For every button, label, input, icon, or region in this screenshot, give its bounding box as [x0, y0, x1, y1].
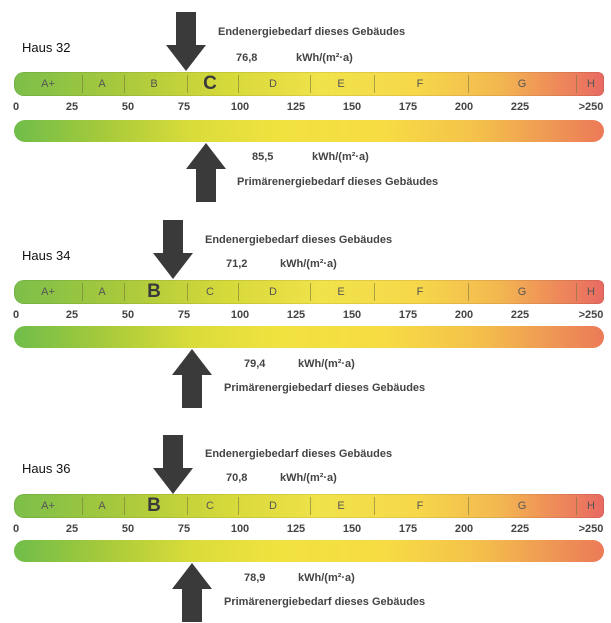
class-d: D: [269, 286, 277, 298]
tick-label: 50: [121, 523, 135, 535]
tick-label: 25: [65, 101, 79, 113]
class-c-active: C: [203, 73, 217, 94]
class-c: C: [206, 500, 214, 512]
class-h: H: [587, 286, 595, 298]
tick-label: 175: [398, 309, 418, 321]
class-g: G: [517, 286, 527, 298]
house-label: Haus 34: [22, 248, 71, 263]
energy-panel-haus-34: Haus 34 Endenergiebedarf dieses Gebäudes…: [0, 208, 611, 408]
primary-energy-bar: [14, 120, 604, 142]
tick-label: 125: [286, 523, 306, 535]
class-a-plus: A+: [41, 500, 55, 512]
tick-label: 50: [121, 309, 135, 321]
tick-label: 100: [230, 523, 250, 535]
tick-label: >250: [578, 523, 604, 535]
efficiency-scale: A+ A B C D E F G H: [14, 494, 604, 518]
class-e: E: [337, 78, 345, 90]
end-energy-value: 70,8: [226, 472, 248, 484]
tick-label: 200: [454, 101, 474, 113]
class-a-plus: A+: [41, 286, 55, 298]
end-energy-arrow-icon: [153, 220, 193, 280]
class-h: H: [587, 500, 595, 512]
tick-label: 225: [510, 309, 530, 321]
primary-energy-arrow-icon: [172, 563, 212, 623]
primary-energy-value: 85,5: [252, 151, 274, 163]
tick-label: 100: [230, 309, 250, 321]
class-a-plus: A+: [41, 78, 55, 90]
tick-label: 25: [65, 309, 79, 321]
class-f: F: [416, 500, 424, 512]
tick-label: >250: [578, 309, 604, 321]
scale-ticks: 0 25 50 75 100 125 150 175 200 225 >250: [0, 523, 611, 537]
end-energy-unit: kWh/(m²·a): [280, 258, 337, 270]
efficiency-scale: A+ A B C D E F G H: [14, 72, 604, 96]
end-energy-value: 71,2: [226, 258, 248, 270]
class-e: E: [337, 500, 345, 512]
primary-energy-label: Primärenergiebedarf dieses Gebäudes: [224, 382, 426, 394]
primary-energy-value: 78,9: [244, 572, 266, 584]
end-energy-value: 76,8: [236, 52, 258, 64]
end-energy-label: Endenergiebedarf dieses Gebäudes: [205, 448, 393, 460]
tick-label: 50: [121, 101, 135, 113]
primary-energy-bar: [14, 540, 604, 562]
tick-label: 175: [398, 523, 418, 535]
efficiency-scale: A+ A B C D E F G H: [14, 280, 604, 304]
tick-label: 125: [286, 309, 306, 321]
primary-energy-label: Primärenergiebedarf dieses Gebäudes: [224, 596, 426, 608]
primary-energy-unit: kWh/(m²·a): [298, 572, 355, 584]
class-a: A: [98, 78, 106, 90]
energy-panel-haus-32: Haus 32 Endenergiebedarf dieses Gebäudes…: [0, 0, 611, 203]
tick-label: 25: [65, 523, 79, 535]
class-a: A: [98, 286, 106, 298]
scale-ticks: 0 25 50 75 100 125 150 175 200 225 >250: [0, 309, 611, 323]
class-d: D: [269, 78, 277, 90]
primary-energy-unit: kWh/(m²·a): [298, 358, 355, 370]
tick-label: 75: [177, 309, 191, 321]
class-f: F: [416, 78, 424, 90]
end-energy-unit: kWh/(m²·a): [280, 472, 337, 484]
tick-label: >250: [578, 101, 604, 113]
scale-ticks: 0 25 50 75 100 125 150 175 200 225 >250: [0, 101, 611, 115]
class-g: G: [517, 78, 527, 90]
tick-label: 0: [12, 101, 20, 113]
primary-energy-arrow-icon: [186, 143, 226, 203]
house-label: Haus 32: [22, 40, 71, 55]
tick-label: 150: [342, 101, 362, 113]
tick-label: 0: [12, 309, 20, 321]
primary-energy-label: Primärenergiebedarf dieses Gebäudes: [237, 176, 439, 188]
class-h: H: [587, 78, 595, 90]
tick-label: 200: [454, 309, 474, 321]
end-energy-arrow-icon: [153, 435, 193, 495]
tick-label: 100: [230, 101, 250, 113]
primary-energy-arrow-icon: [172, 349, 212, 409]
primary-energy-unit: kWh/(m²·a): [312, 151, 369, 163]
class-f: F: [416, 286, 424, 298]
energy-panel-haus-36: Haus 36 Endenergiebedarf dieses Gebäudes…: [0, 415, 611, 622]
tick-label: 75: [177, 523, 191, 535]
class-a: A: [98, 500, 106, 512]
end-energy-label: Endenergiebedarf dieses Gebäudes: [218, 26, 406, 38]
house-label: Haus 36: [22, 461, 71, 476]
tick-label: 150: [342, 309, 362, 321]
primary-energy-value: 79,4: [244, 358, 266, 370]
tick-label: 75: [177, 101, 191, 113]
tick-label: 225: [510, 101, 530, 113]
tick-label: 0: [12, 523, 20, 535]
end-energy-unit: kWh/(m²·a): [296, 52, 353, 64]
class-c: C: [206, 286, 214, 298]
class-g: G: [517, 500, 527, 512]
end-energy-label: Endenergiebedarf dieses Gebäudes: [205, 234, 393, 246]
tick-label: 125: [286, 101, 306, 113]
class-b-active: B: [147, 495, 161, 516]
primary-energy-bar: [14, 326, 604, 348]
class-b-active: B: [147, 281, 161, 302]
tick-label: 200: [454, 523, 474, 535]
tick-label: 225: [510, 523, 530, 535]
end-energy-arrow-icon: [166, 12, 206, 72]
class-d: D: [269, 500, 277, 512]
tick-label: 175: [398, 101, 418, 113]
tick-label: 150: [342, 523, 362, 535]
class-b: B: [150, 78, 158, 90]
class-e: E: [337, 286, 345, 298]
